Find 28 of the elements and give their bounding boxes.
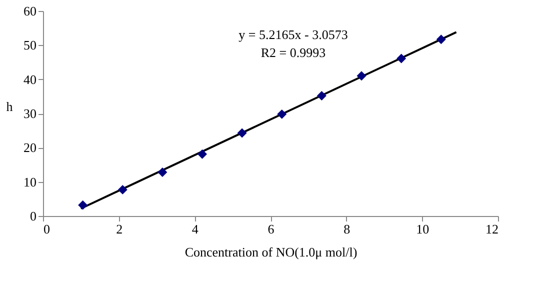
y-tick-label: 40	[24, 72, 36, 87]
point	[237, 128, 247, 138]
x-tick-label: 12	[486, 222, 498, 236]
point	[118, 184, 128, 194]
x-tick-label: 6	[268, 222, 275, 236]
point	[198, 149, 207, 159]
point	[396, 54, 406, 64]
x-tick-label: 0	[44, 222, 50, 236]
annotation: y = 5.2165x - 3.0573	[238, 27, 348, 42]
point	[436, 34, 446, 44]
x-tick-label: 10	[416, 222, 430, 236]
point	[316, 90, 326, 100]
x-tick-label: 4	[192, 222, 199, 236]
y-tick-label: 0	[30, 208, 36, 224]
point	[78, 200, 88, 210]
point	[356, 71, 366, 81]
x-axis-title: Concentration of NO(1.0μ mol/l)	[184, 244, 358, 260]
y-tick-label: 50	[24, 38, 36, 53]
point	[277, 109, 287, 119]
y-tick-label: 20	[24, 140, 36, 156]
y-tick-label: 60	[24, 4, 36, 18]
point	[158, 168, 168, 178]
x-tick-label: 8	[344, 222, 350, 236]
annotation: R2 = 0.9993	[260, 45, 326, 60]
y-tick-label: 30	[24, 106, 36, 121]
y-axis-title: h	[6, 99, 14, 114]
x-tick-label: 2	[116, 222, 123, 236]
y-tick-label: 10	[24, 174, 36, 190]
